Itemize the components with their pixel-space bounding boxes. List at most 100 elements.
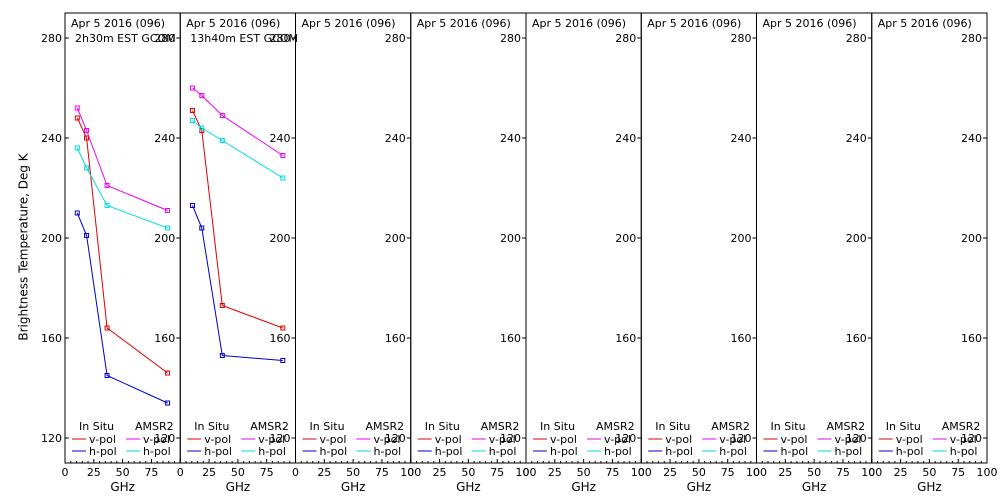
y-tick-label: 280 xyxy=(385,32,406,45)
panel-6: Apr 5 2016 (096) 120 160 200 240 280 0 25 50 75 10… xyxy=(638,12,767,494)
data-point-insitu_v xyxy=(165,370,171,376)
legend-insitu-header: In Situ xyxy=(540,420,575,433)
x-tick-label: 25 xyxy=(548,466,562,479)
panel-4: Apr 5 2016 (096) 120 160 200 240 280 0 25 50 75 10… xyxy=(407,12,537,494)
legend-insitu-header: In Situ xyxy=(194,420,229,433)
legend-amsr2-header: AMSR2 xyxy=(366,420,405,433)
y-tick-label: 200 xyxy=(846,232,867,245)
y-tick-label: 120 xyxy=(615,432,636,445)
y-tick-label-left: 280 xyxy=(41,32,62,45)
y-tick-label: 160 xyxy=(961,332,982,345)
x-tick-label: 25 xyxy=(894,466,908,479)
panel-title: Apr 5 2016 (096) xyxy=(647,17,741,30)
legend-label-amsr2_v: v-pol xyxy=(604,433,631,446)
legend-label-insitu_h: h-pol xyxy=(204,445,232,458)
legend-label-amsr2_h: h-pol xyxy=(258,445,286,458)
legend-label-insitu_v: v-pol xyxy=(89,433,116,446)
y-tick-label: 200 xyxy=(385,232,406,245)
data-point-amsr2_h xyxy=(190,118,196,123)
legend-amsr2-header: AMSR2 xyxy=(481,420,520,433)
legend-label-insitu_h: h-pol xyxy=(435,445,463,458)
legend-insitu-header: In Situ xyxy=(310,420,345,433)
panel-title: Apr 5 2016 (096) xyxy=(878,17,972,30)
x-axis-label: GHz xyxy=(110,480,135,494)
series-line-amsr2_v xyxy=(192,87,284,156)
y-tick-label: 240 xyxy=(500,132,521,145)
y-tick-label: 120 xyxy=(500,432,521,445)
x-tick-label: 100 xyxy=(861,466,882,479)
legend-label-amsr2_v: v-pol xyxy=(258,433,285,446)
data-point-amsr2_v xyxy=(219,113,225,118)
series-line-insitu_v xyxy=(192,110,283,329)
y-tick-label-left: 120 xyxy=(41,432,62,445)
x-tick-label: 0 xyxy=(753,466,760,479)
legend-label-amsr2_h: h-pol xyxy=(143,445,171,458)
panel-title: Apr 5 2016 (096) xyxy=(71,17,165,30)
y-tick-label: 160 xyxy=(846,332,867,345)
x-tick-label: 50 xyxy=(231,466,245,479)
legend-label-insitu_h: h-pol xyxy=(665,445,693,458)
x-tick-label: 75 xyxy=(144,466,158,479)
x-tick-label: 100 xyxy=(977,466,998,479)
y-tick-label: 280 xyxy=(731,32,752,45)
legend-amsr2-header: AMSR2 xyxy=(250,420,289,433)
legend-label-insitu_h: h-pol xyxy=(320,445,348,458)
data-point-insitu_v xyxy=(219,303,225,308)
y-tick-label: 200 xyxy=(500,232,521,245)
y-tick-label: 120 xyxy=(385,432,406,445)
y-tick-label: 200 xyxy=(154,232,175,245)
y-tick-label: 240 xyxy=(385,132,406,145)
y-tick-label-left: 160 xyxy=(41,332,62,345)
series-line-amsr2_h xyxy=(76,147,168,229)
data-point-insitu_h xyxy=(165,400,171,406)
x-tick-label: 75 xyxy=(951,466,965,479)
legend-label-insitu_h: h-pol xyxy=(89,445,117,458)
legend-label-amsr2_v: v-pol xyxy=(489,433,516,446)
y-tick-label: 240 xyxy=(154,132,175,145)
data-point-amsr2_v xyxy=(104,183,110,188)
legend-label-amsr2_v: v-pol xyxy=(719,433,746,446)
data-point-amsr2_v xyxy=(84,128,90,133)
panel-2: Apr 5 2016 (096) 13h40m EST GCOM 120 160 200… xyxy=(177,12,298,494)
y-tick-label: 160 xyxy=(731,332,752,345)
data-point-insitu_h xyxy=(199,225,205,231)
series-line-insitu_h xyxy=(192,205,283,361)
y-tick-label: 200 xyxy=(270,232,291,245)
data-point-amsr2_h xyxy=(219,138,225,143)
panel-subtitle: 13h40m EST GCOM xyxy=(190,32,298,45)
x-tick-label: 100 xyxy=(516,466,537,479)
y-tick-label: 120 xyxy=(270,432,291,445)
x-tick-label: 50 xyxy=(577,466,591,479)
y-tick-label: 120 xyxy=(154,432,175,445)
panel-title: Apr 5 2016 (096) xyxy=(302,17,396,30)
data-point-insitu_v xyxy=(280,325,286,331)
x-tick-label: 75 xyxy=(836,466,850,479)
data-point-amsr2_v xyxy=(190,85,196,91)
y-tick-label: 240 xyxy=(846,132,867,145)
data-point-amsr2_v xyxy=(74,105,80,111)
x-tick-label: 0 xyxy=(292,466,299,479)
x-tick-label: 75 xyxy=(260,466,274,479)
data-point-amsr2_h xyxy=(74,145,80,151)
x-tick-label: 25 xyxy=(202,466,216,479)
x-tick-label: 100 xyxy=(631,466,652,479)
x-tick-label: 25 xyxy=(433,466,447,479)
data-point-insitu_v xyxy=(104,325,110,331)
x-tick-label: 25 xyxy=(663,466,677,479)
y-tick-label: 280 xyxy=(846,32,867,45)
x-tick-label: 75 xyxy=(375,466,389,479)
legend-label-amsr2_v: v-pol xyxy=(143,433,170,446)
panel-5: Apr 5 2016 (096) 120 160 200 240 280 0 25 50 75 10… xyxy=(523,12,652,494)
legend-label-amsr2_h: h-pol xyxy=(489,445,517,458)
x-tick-label: 75 xyxy=(721,466,735,479)
panel-7: Apr 5 2016 (096) 120 160 200 240 280 0 25 50 75 10… xyxy=(753,12,882,494)
y-tick-label: 240 xyxy=(731,132,752,145)
legend-amsr2-header: AMSR2 xyxy=(596,420,635,433)
y-tick-label: 200 xyxy=(731,232,752,245)
legend-insitu-header: In Situ xyxy=(79,420,114,433)
legend-insitu-header: In Situ xyxy=(886,420,921,433)
x-tick-label: 50 xyxy=(461,466,475,479)
